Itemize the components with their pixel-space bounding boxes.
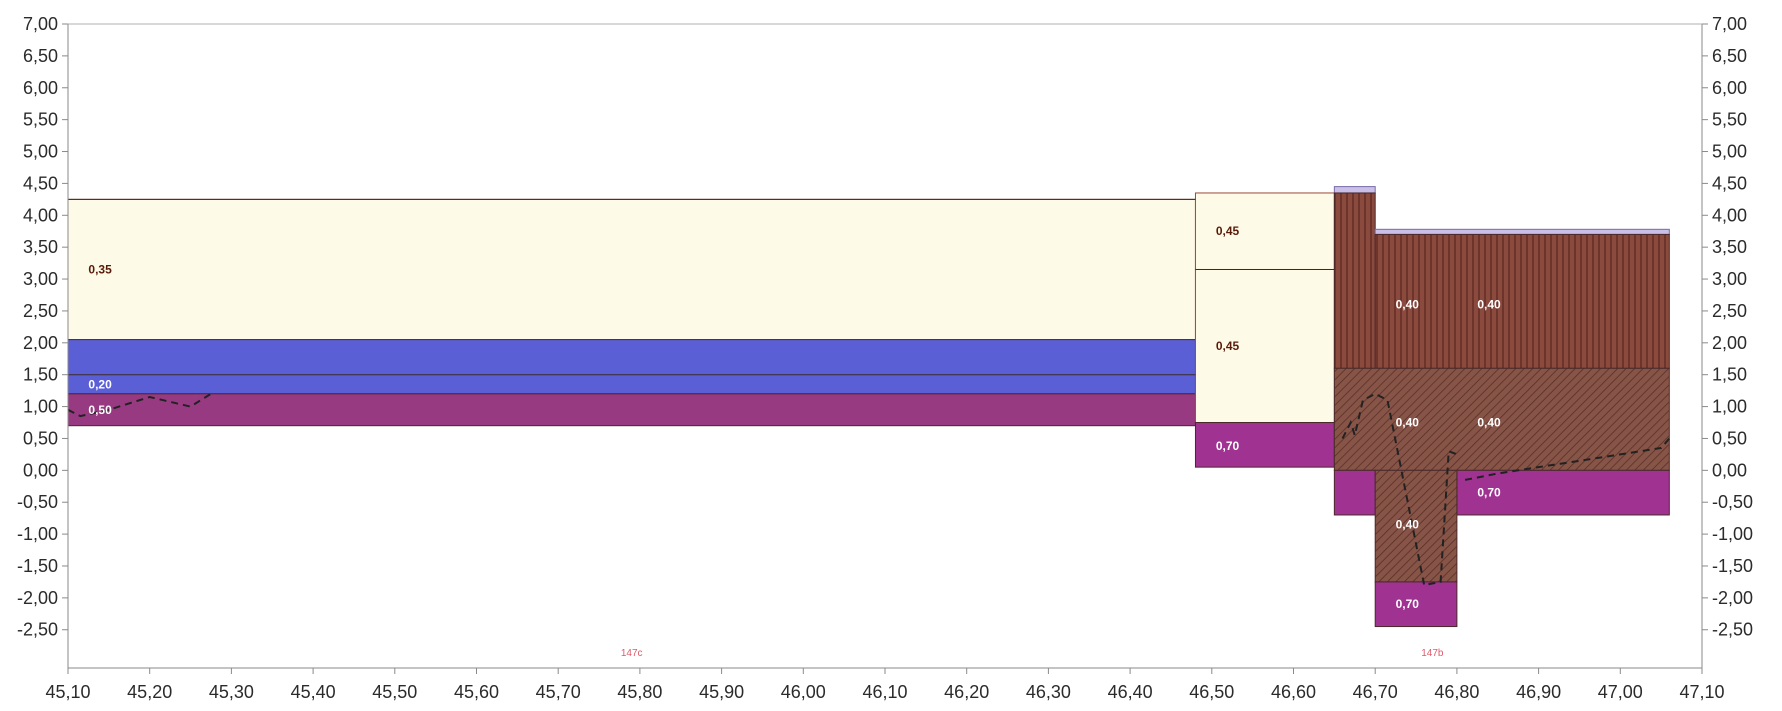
y-tick-label-left: 2,00 <box>23 333 58 353</box>
layer-value-label: 0,40 <box>1396 416 1420 430</box>
x-tick-label: 45,50 <box>372 682 417 702</box>
x-tick-label: 46,30 <box>1026 682 1071 702</box>
layer-rect-2 <box>67 393 1196 427</box>
layer-rect-9 <box>1374 233 1670 369</box>
x-tick-label: 45,80 <box>617 682 662 702</box>
layer-value-label: 0,40 <box>1477 416 1501 430</box>
reference-label: 147b <box>1421 648 1444 659</box>
y-tick-label-right: -2,00 <box>1712 588 1753 608</box>
x-tick-label: 46,40 <box>1108 682 1153 702</box>
x-tick-label: 46,90 <box>1516 682 1561 702</box>
layer-rect-7 <box>1333 192 1376 369</box>
y-tick-label-left: 7,00 <box>23 14 58 34</box>
y-tick-label-left: 4,00 <box>23 205 58 225</box>
layer-rect-5 <box>1194 422 1335 468</box>
dashed-line-2 <box>1464 437 1671 481</box>
reference-label: 147c <box>621 648 643 659</box>
y-tick-label-left: -0,50 <box>17 492 58 512</box>
y-tick-label-right: 1,50 <box>1712 365 1747 385</box>
layer-rect-6 <box>1333 186 1376 194</box>
x-tick-label: 45,20 <box>127 682 172 702</box>
x-tick-label: 46,20 <box>944 682 989 702</box>
dashed-line-0 <box>67 392 212 418</box>
layer-value-label: 0,40 <box>1396 518 1420 532</box>
boundary-line-group <box>68 198 1335 376</box>
layer-rect-11 <box>1333 469 1376 516</box>
layer-value-label: 0,45 <box>1216 224 1240 238</box>
x-tick-label: 46,70 <box>1353 682 1398 702</box>
y-tick-label-right: -1,00 <box>1712 524 1753 544</box>
x-tick-label: 46,10 <box>862 682 907 702</box>
dashed-line-1 <box>1341 392 1458 587</box>
x-tick-label: 46,60 <box>1271 682 1316 702</box>
y-tick-label-left: 1,50 <box>23 365 58 385</box>
layer-rect-10 <box>1333 367 1670 471</box>
y-tick-label-right: 5,00 <box>1712 142 1747 162</box>
y-tick-label-right: 0,00 <box>1712 460 1747 480</box>
y-tick-label-left: -1,00 <box>17 524 58 544</box>
x-tick-label: 47,00 <box>1598 682 1643 702</box>
layer-value-label: 0,50 <box>88 403 112 417</box>
layer-value-label: 0,40 <box>1477 298 1501 312</box>
x-tick-label: 45,30 <box>209 682 254 702</box>
dashed-series-group <box>67 392 1671 587</box>
label-group: 0,35 0,20 0,50 0,45 0,45 0,70 0,40 0,40 0,40 0,40… <box>88 224 1501 659</box>
axes-group: 7,00 7,00 6,50 6,50 6,00 6,00 5,50 5,50 5,00 5,00… <box>17 14 1753 702</box>
y-tick-label-right: 6,50 <box>1712 46 1747 66</box>
y-tick-label-right: 6,00 <box>1712 78 1747 98</box>
x-tick-label: 45,40 <box>291 682 336 702</box>
y-tick-label-right: 2,50 <box>1712 301 1747 321</box>
y-tick-label-left: 3,50 <box>23 237 58 257</box>
layer-group <box>67 186 1670 628</box>
y-tick-label-right: -0,50 <box>1712 492 1753 512</box>
y-tick-label-left: -2,00 <box>17 588 58 608</box>
y-tick-label-right: 2,00 <box>1712 333 1747 353</box>
layer-rect-3 <box>1194 192 1335 270</box>
layer-value-label: 0,70 <box>1216 439 1240 453</box>
y-tick-label-left: -2,50 <box>17 620 58 640</box>
y-tick-label-left: 4,50 <box>23 173 58 193</box>
x-tick-label: 45,90 <box>699 682 744 702</box>
y-tick-label-right: 5,50 <box>1712 110 1747 130</box>
y-tick-label-right: 4,50 <box>1712 173 1747 193</box>
y-tick-label-left: 3,00 <box>23 269 58 289</box>
y-tick-label-right: 3,50 <box>1712 237 1747 257</box>
layer-rect-14 <box>1374 581 1458 628</box>
y-tick-label-left: 2,50 <box>23 301 58 321</box>
y-tick-label-right: 7,00 <box>1712 14 1747 34</box>
y-tick-label-left: -1,50 <box>17 556 58 576</box>
y-tick-label-left: 0,50 <box>23 428 58 448</box>
x-tick-label: 46,50 <box>1189 682 1234 702</box>
y-tick-label-left: 6,50 <box>23 46 58 66</box>
y-tick-label-right: 0,50 <box>1712 428 1747 448</box>
x-tick-label: 47,10 <box>1679 682 1724 702</box>
layer-value-label: 0,70 <box>1477 486 1501 500</box>
x-tick-label: 45,70 <box>536 682 581 702</box>
y-tick-label-left: 6,00 <box>23 78 58 98</box>
layer-rect-0 <box>67 198 1196 341</box>
y-tick-label-right: 4,00 <box>1712 205 1747 225</box>
layer-value-label: 0,35 <box>88 262 112 276</box>
layer-value-label: 0,40 <box>1396 298 1420 312</box>
x-tick-label: 46,80 <box>1434 682 1479 702</box>
y-tick-label-right: 1,00 <box>1712 397 1747 417</box>
layer-value-label: 0,45 <box>1216 339 1240 353</box>
layer-value-label: 0,20 <box>88 377 112 391</box>
x-tick-label: 45,10 <box>45 682 90 702</box>
layer-rect-13 <box>1374 469 1458 583</box>
layer-rect-1 <box>67 339 1196 395</box>
y-tick-label-left: 0,00 <box>23 460 58 480</box>
layer-rect-8 <box>1374 228 1670 235</box>
y-tick-label-right: -1,50 <box>1712 556 1753 576</box>
layer-rect-12 <box>1456 469 1670 516</box>
y-tick-label-left: 5,50 <box>23 110 58 130</box>
y-tick-label-left: 5,00 <box>23 142 58 162</box>
y-tick-label-left: 1,00 <box>23 397 58 417</box>
x-tick-label: 45,60 <box>454 682 499 702</box>
x-tick-label: 46,00 <box>781 682 826 702</box>
y-tick-label-right: 3,00 <box>1712 269 1747 289</box>
y-tick-label-right: -2,50 <box>1712 620 1753 640</box>
layer-value-label: 0,70 <box>1396 597 1420 611</box>
